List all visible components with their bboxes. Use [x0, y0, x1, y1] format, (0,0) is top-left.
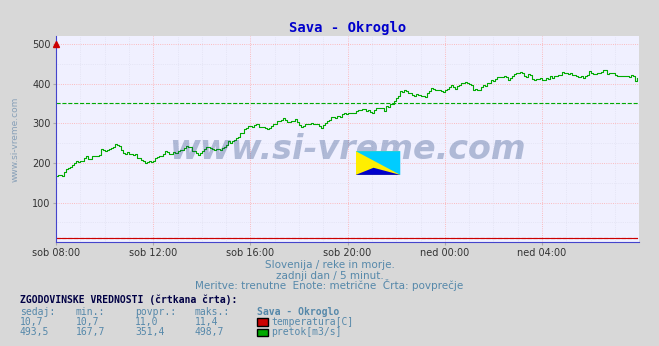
Title: Sava - Okroglo: Sava - Okroglo	[289, 21, 406, 35]
Text: sedaj:: sedaj:	[20, 307, 55, 317]
Text: 11,0: 11,0	[135, 317, 159, 327]
Text: www.si-vreme.com: www.si-vreme.com	[169, 133, 526, 166]
Text: zadnji dan / 5 minut.: zadnji dan / 5 minut.	[275, 271, 384, 281]
Text: www.si-vreme.com: www.si-vreme.com	[11, 97, 20, 182]
Polygon shape	[356, 168, 400, 175]
Text: povpr.:: povpr.:	[135, 307, 176, 317]
Text: 10,7: 10,7	[20, 317, 43, 327]
Text: pretok[m3/s]: pretok[m3/s]	[272, 327, 342, 337]
Text: temperatura[C]: temperatura[C]	[272, 317, 354, 327]
Text: Sava - Okroglo: Sava - Okroglo	[257, 307, 339, 317]
Polygon shape	[356, 151, 400, 175]
Text: 10,7: 10,7	[76, 317, 100, 327]
Text: 11,4: 11,4	[194, 317, 218, 327]
Text: 167,7: 167,7	[76, 327, 105, 337]
Text: 351,4: 351,4	[135, 327, 165, 337]
Text: 498,7: 498,7	[194, 327, 224, 337]
Text: Slovenija / reke in morje.: Slovenija / reke in morje.	[264, 260, 395, 270]
Text: maks.:: maks.:	[194, 307, 229, 317]
Text: 493,5: 493,5	[20, 327, 49, 337]
Text: min.:: min.:	[76, 307, 105, 317]
Bar	[356, 151, 400, 175]
Text: ZGODOVINSKE VREDNOSTI (črtkana črta):: ZGODOVINSKE VREDNOSTI (črtkana črta):	[20, 294, 237, 305]
Text: Meritve: trenutne  Enote: metrične  Črta: povprečje: Meritve: trenutne Enote: metrične Črta: …	[195, 279, 464, 291]
